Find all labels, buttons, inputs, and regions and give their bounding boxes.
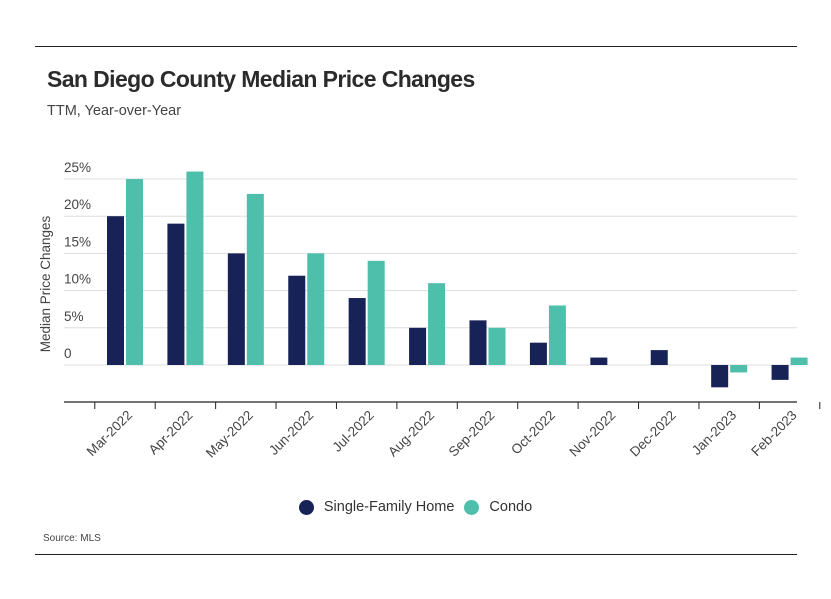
y-tick-label: 10%	[64, 272, 91, 287]
x-tick-label: Mar-2022	[84, 408, 135, 459]
bars	[107, 171, 808, 388]
chart-subtitle: TTM, Year-over-Year	[47, 103, 182, 119]
x-tick-label: Jul-2022	[330, 408, 377, 455]
chart-title: San Diego County Median Price Changes	[47, 66, 475, 92]
bar-condo-aug-2022	[428, 283, 446, 365]
top-rule	[35, 46, 797, 47]
x-tick-label: May-2022	[203, 408, 256, 461]
x-tick-label: Feb-2023	[748, 408, 799, 459]
x-tick-label: Apr-2022	[146, 408, 196, 458]
x-tick-label: Nov-2022	[566, 408, 618, 460]
y-tick-label: 15%	[64, 234, 91, 249]
y-tick-label: 20%	[64, 197, 91, 212]
legend-item-condo: Condo	[464, 499, 532, 515]
bar-single-family-feb-2023	[771, 365, 789, 380]
bar-single-family-oct-2022	[529, 342, 547, 365]
legend-label-condo: Condo	[489, 499, 533, 515]
x-tick-label: Jan-2023	[689, 408, 739, 458]
legend-swatch-single-family	[298, 499, 314, 515]
y-axis-title: Median Price Changes	[38, 215, 53, 352]
x-tick-label: Oct-2022	[508, 408, 558, 458]
bar-condo-oct-2022	[548, 305, 566, 365]
bar-single-family-nov-2022	[590, 357, 608, 365]
legend-label-single-family: Single-Family Home	[323, 499, 455, 515]
y-tick-labels: 0 5% 10% 15% 20% 25%	[64, 160, 91, 361]
legend: Single-Family Home Condo	[0, 499, 831, 515]
bar-condo-may-2022	[246, 193, 264, 365]
bar-single-family-dec-2022	[650, 350, 668, 365]
x-axis	[64, 401, 821, 409]
y-tick-label: 0	[64, 346, 72, 361]
x-tick-labels: Mar-2022 Apr-2022 May-2022 Jun-2022 Jul-2022…	[84, 408, 800, 461]
x-tick-label: Dec-2022	[627, 408, 679, 460]
bar-condo-feb-2023	[790, 357, 808, 365]
bar-condo-jun-2022	[307, 253, 325, 365]
y-tick-label: 25%	[64, 160, 91, 175]
bar-single-family-jun-2022	[288, 275, 306, 365]
x-tick-label: Aug-2022	[385, 408, 437, 460]
bar-condo-jul-2022	[367, 260, 385, 365]
source-note: Source: MLS	[43, 533, 101, 544]
bottom-rule	[35, 554, 797, 555]
bar-single-family-mar-2022	[107, 216, 124, 365]
bar-condo-mar-2022	[126, 179, 143, 365]
bar-condo-sep-2022	[488, 327, 506, 365]
bar-single-family-may-2022	[227, 253, 245, 365]
bar-condo-jan-2023	[730, 365, 748, 373]
bar-single-family-aug-2022	[409, 327, 427, 365]
bar-single-family-sep-2022	[469, 320, 487, 365]
bar-single-family-jan-2023	[711, 365, 729, 388]
x-tick-label: Sep-2022	[446, 408, 498, 460]
bar-single-family-jul-2022	[348, 298, 366, 365]
bar-single-family-apr-2022	[167, 223, 185, 365]
legend-swatch-condo	[464, 499, 480, 515]
x-tick-label: Jun-2022	[266, 408, 316, 458]
bar-condo-apr-2022	[186, 171, 204, 365]
legend-item-single-family: Single-Family Home	[298, 499, 455, 515]
y-tick-label: 5%	[64, 309, 84, 324]
